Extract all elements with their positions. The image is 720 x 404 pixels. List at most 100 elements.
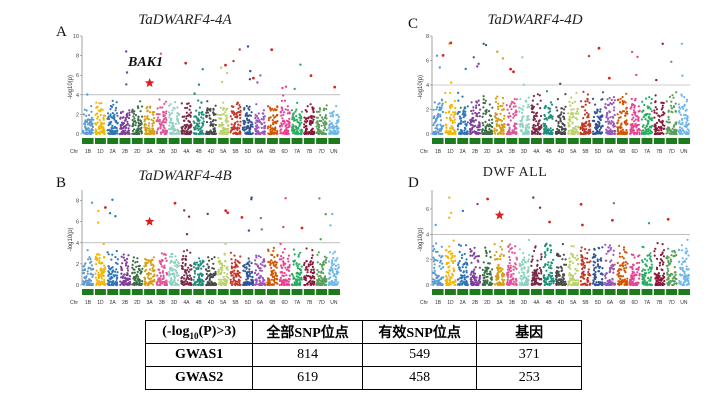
x-tick-label: 1B [435,300,442,306]
x-tick-label: 1B [85,300,92,306]
x-tick-label: 7D [668,149,675,155]
x-tick-label: 1D [97,149,104,155]
y-tick-label: 4 [76,241,79,247]
x-tick-label: 4A [533,149,540,155]
x-tick-label: 7B [656,300,663,306]
table-cell: 549 [361,343,478,367]
x-tick-label: Chr [70,149,78,155]
snp-points [431,196,691,287]
x-tick-labels: Chr 1B 1D 2A 2B 2D 3A 3B 3D 4A 4B 4D 5A 5B 5D 6A 6B 6D 7A 7… [420,149,688,155]
x-tick-label: 4D [208,149,215,155]
x-tick-label: 4D [558,300,565,306]
table-header-row: (-log10(P)>3) 全部SNP位点 有效SNP位点 基因 [144,320,582,344]
chromosome-bar [82,289,340,295]
y-tick-label: 6 [426,59,429,65]
x-tick-label: 4A [533,300,540,306]
snp-points [82,196,340,287]
panel-title: TaDWARF4-4B [138,168,231,184]
x-tick-label: 6B [269,149,276,155]
x-tick-label: UN [680,300,688,306]
chromosome-bar [432,289,690,295]
x-tick-label: 7B [306,149,313,155]
x-tick-label: 2B [472,149,479,155]
gene-label: BAK1 [127,55,163,70]
table-cell: 458 [361,366,478,390]
x-tick-label: 7A [644,149,651,155]
y-tick-label: 0 [76,132,79,138]
x-tick-label: 5D [245,300,252,306]
table-row: GWAS2 619 458 253 [144,366,582,390]
x-tick-label: 4B [196,149,203,155]
x-tick-label: 2B [122,300,129,306]
x-tick-label: 3B [159,149,166,155]
x-tick-label: 3A [147,149,154,155]
x-tick-label: 3A [147,300,154,306]
x-tick-label: 3D [521,149,528,155]
x-tick-label: 5D [595,300,602,306]
x-tick-label: 5B [233,149,240,155]
panel-letter: A [56,24,67,40]
y-tick-label: 4 [426,83,429,89]
table-cell: 371 [476,343,582,367]
x-tick-label: 5A [220,149,227,155]
manhattan-panel-b: B TaDWARF4-4B -log10(p) 0 2 4 6 8 Chr 1B 1D 2A 2B 2D 3… [56,168,340,306]
snp-points [82,45,340,136]
y-tick-label: 10 [73,34,79,40]
x-tick-label: 6A [257,149,264,155]
x-tick-label: 5B [233,300,240,306]
x-tick-label: 3D [171,149,178,155]
y-axis-label: -log10(p) [418,227,424,251]
x-tick-label: 4B [546,300,553,306]
panel-title: TaDWARF4-4A [138,12,232,28]
chromosome-bar [432,138,690,144]
star-marker [494,210,505,220]
y-tick-label: 2 [76,262,79,268]
panel-letter: C [408,16,418,32]
x-tick-labels: Chr 1B 1D 2A 2B 2D 3A 3B 3D 4A 4B 4D 5A 5B 5D 6A 6B 6D 7A 7… [70,149,338,155]
x-tick-label: 7D [318,300,325,306]
x-tick-labels: Chr 1B 1D 2A 2B 2D 3A 3B 3D 4A 4B 4D 5A 5B 5D 6A 6B 6D 7A 7… [420,300,688,306]
table-cell: 253 [476,366,582,390]
x-tick-label: 6B [619,300,626,306]
x-tick-label: 5D [245,149,252,155]
x-tick-label: 1B [435,149,442,155]
x-tick-label: 4D [208,300,215,306]
y-axis-label: -log10(p) [418,75,424,99]
y-tick-label: 8 [426,34,429,40]
x-tick-label: 2B [122,149,129,155]
x-tick-labels: Chr 1B 1D 2A 2B 2D 3A 3B 3D 4A 4B 4D 5A 5B 5D 6A 6B 6D 7A 7… [70,300,338,306]
x-tick-label: 6D [631,149,638,155]
x-tick-label: 6A [607,300,614,306]
manhattan-panel-a: A TaDWARF4-4A -log10(p) 0 2 4 6 8 10 BAK1 Chr 1B 1D 2… [56,12,340,155]
table-header-threshold: (-log10(P)>3) [144,320,254,344]
x-tick-label: 2D [134,300,141,306]
y-axis-label: -log10(p) [68,227,74,251]
table-row-label: GWAS2 [144,366,254,390]
x-tick-label: 2A [460,149,467,155]
gwas-summary-table: (-log10(P)>3) 全部SNP位点 有效SNP位点 基因 GWAS1 8… [144,320,582,390]
y-tick-label: 0 [426,132,429,138]
y-tick-label: 2 [76,112,79,118]
x-tick-label: 2A [110,300,117,306]
x-tick-label: 5B [583,300,590,306]
x-tick-label: 4B [546,149,553,155]
y-tick-label: 0 [426,283,429,289]
star-marker [144,216,155,226]
table-header-all-snp: 全部SNP位点 [252,320,363,344]
y-axis-label: -log10(p) [68,75,74,99]
panel-letter: B [56,175,66,191]
x-tick-label: 3A [497,300,504,306]
y-tick-label: 2 [426,258,429,264]
x-tick-label: 2D [484,149,491,155]
panel-title: TaDWARF4-4D [487,12,582,28]
table-cell: 619 [252,366,363,390]
x-tick-label: UN [330,149,338,155]
x-tick-label: 3B [509,149,516,155]
x-tick-label: 1D [447,149,454,155]
x-tick-label: 2D [484,300,491,306]
x-tick-label: 5A [570,300,577,306]
x-tick-label: 5A [570,149,577,155]
manhattan-panel-d: D DWF ALL -log10(p) 0 2 4 6 Chr 1B 1D 2A 2B 2D 3A 3B 3D… [408,165,691,306]
x-tick-label: 2A [110,149,117,155]
